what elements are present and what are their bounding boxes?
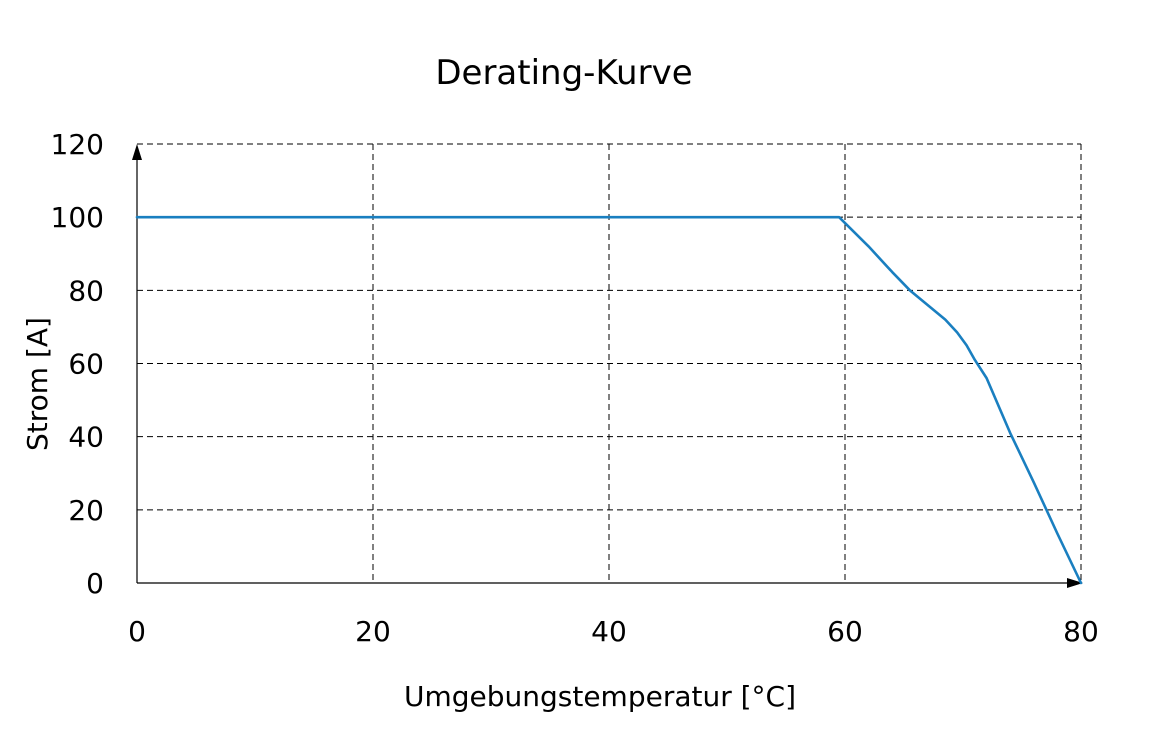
series-line-0: [135, 215, 1083, 585]
series: [135, 215, 1083, 585]
y-tick-label-120: 120: [51, 128, 104, 161]
chart-title: Derating-Kurve: [435, 53, 692, 93]
y-axis-label: Strom [A]: [21, 317, 54, 451]
x-tick-label-20: 20: [355, 615, 391, 648]
x-axis-arrow: [1067, 578, 1083, 588]
tick-labels: 0 20 40 60 80 0 20 40 60 80 100 120: [51, 128, 1099, 648]
y-tick-label-100: 100: [51, 201, 104, 234]
x-tick-label-60: 60: [827, 615, 863, 648]
axes: [132, 144, 1083, 588]
y-tick-label-40: 40: [68, 421, 104, 454]
y-tick-label-20: 20: [68, 494, 104, 527]
y-tick-label-80: 80: [68, 274, 104, 307]
x-axis-label: Umgebungstemperatur [°C]: [404, 680, 796, 713]
x-tick-label-0: 0: [128, 615, 146, 648]
y-tick-label-0: 0: [86, 567, 104, 600]
x-tick-label-80: 80: [1063, 615, 1099, 648]
y-tick-label-60: 60: [68, 348, 104, 381]
grid: [137, 143, 1082, 583]
y-axis-arrow: [132, 144, 142, 160]
x-tick-label-40: 40: [591, 615, 627, 648]
